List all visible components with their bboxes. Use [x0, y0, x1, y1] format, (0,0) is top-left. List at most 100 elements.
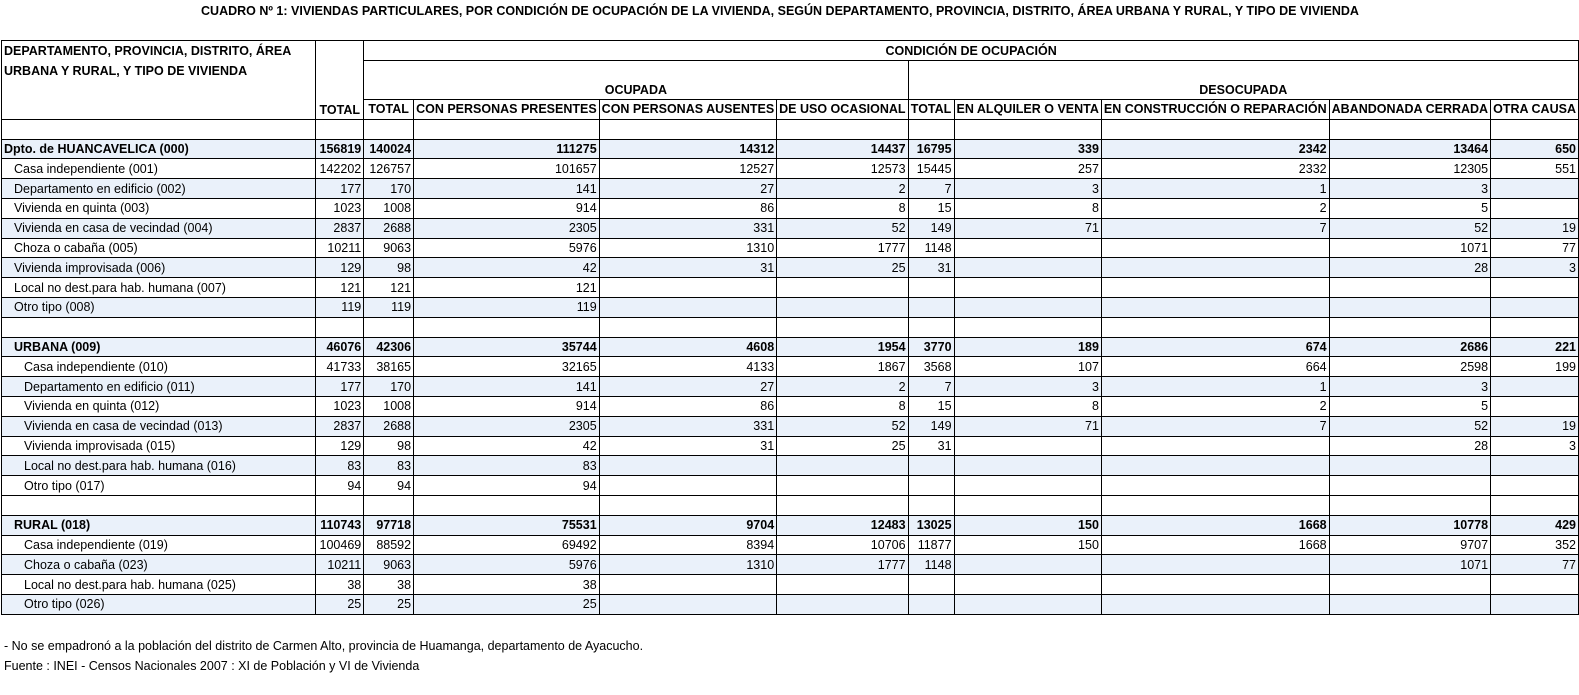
value-cell: 2837	[315, 415, 365, 437]
value-cell: 25	[363, 593, 415, 615]
row-label: Vivienda en quinta (012)	[0, 395, 317, 417]
value-cell: 2	[776, 376, 909, 397]
value-cell: 1148	[907, 554, 955, 576]
value-cell: 25	[776, 435, 909, 457]
empty-cell	[598, 574, 778, 595]
row-label: Casa independiente (010)	[0, 356, 317, 378]
footnote: Fuente : INEI - Censos Nacionales 2007 :…	[4, 659, 420, 673]
value-cell: 150	[953, 534, 1102, 556]
row-label: Vivienda en casa de vecindad (004)	[0, 217, 317, 239]
value-cell: 86	[598, 197, 778, 219]
row-label: Choza o cabaña (023)	[0, 554, 317, 576]
value-cell: 12527	[598, 158, 778, 180]
column-header: DE USO OCASIONAL	[776, 99, 909, 120]
value-cell: 10211	[315, 554, 365, 576]
value-cell: 101657	[413, 158, 600, 180]
value-cell: 9704	[598, 514, 778, 536]
empty-cell	[953, 455, 1102, 477]
value-cell: 46076	[315, 336, 365, 358]
empty-cell	[953, 494, 1102, 516]
empty-cell	[1100, 435, 1330, 457]
value-cell: 121	[363, 277, 415, 298]
column-header: CON PERSONAS AUSENTES	[598, 99, 778, 120]
row-label: Choza o cabaña (005)	[0, 237, 317, 259]
value-cell: 9063	[363, 237, 415, 259]
row-label: RURAL (018)	[0, 514, 317, 536]
empty-cell	[907, 574, 955, 595]
data-row: Vivienda en quinta (012) 1023 1008 914 86 8 15…	[0, 395, 1579, 417]
empty-cell	[907, 277, 955, 298]
empty-cell	[1100, 494, 1330, 516]
column-header: EN ALQUILER O VENTA	[953, 99, 1102, 120]
value-cell: 8	[953, 197, 1102, 219]
value-cell: 71	[953, 415, 1102, 437]
value-cell: 5976	[413, 554, 600, 576]
value-cell: 199	[1490, 356, 1579, 378]
value-cell: 5976	[413, 237, 600, 259]
empty-cell	[598, 475, 778, 496]
value-cell: 914	[413, 395, 600, 417]
value-cell: 25	[315, 593, 365, 615]
empty-cell	[1490, 316, 1579, 338]
value-cell: 664	[1100, 356, 1330, 378]
blank-row	[0, 494, 1579, 516]
group-header: CONDICIÓN DE OCUPACIÓN	[363, 40, 1579, 61]
value-cell: 25	[413, 593, 600, 615]
value-cell: 32165	[413, 356, 600, 378]
data-row: Casa independiente (019) 100469 88592 69492…	[0, 534, 1579, 556]
blank-row	[0, 118, 1579, 140]
table-title: CUADRO Nº 1: VIVIENDAS PARTICULARES, POR…	[201, 4, 1359, 18]
header-row: TOTAL CON PERSONAS PRESENTES CON PERSONAS …	[2, 99, 1579, 120]
header-row: DEPARTAMENTO, PROVINCIA, DISTRITO, ÁREA …	[0, 40, 1579, 120]
value-cell: 83	[315, 455, 365, 477]
value-cell: 141	[413, 376, 600, 397]
empty-cell	[598, 593, 778, 615]
total-row: Dpto. de HUANCAVELICA (000) 156819 140024 1…	[0, 138, 1579, 160]
value-cell: 13025	[907, 514, 955, 536]
empty-cell	[907, 593, 955, 615]
value-cell: 2	[1100, 197, 1330, 219]
empty-cell	[598, 316, 778, 338]
value-cell: 77	[1490, 237, 1579, 259]
value-cell: 3568	[907, 356, 955, 378]
value-cell: 97718	[363, 514, 415, 536]
value-cell: 2686	[1328, 336, 1492, 358]
value-cell: 16795	[907, 138, 955, 160]
empty-cell	[1328, 494, 1492, 516]
value-cell: 31	[907, 435, 955, 457]
row-label: Local no dest.para hab. humana (007)	[0, 277, 317, 298]
value-cell: 189	[953, 336, 1102, 358]
empty-cell	[315, 316, 365, 338]
row-label: Vivienda en casa de vecindad (013)	[0, 415, 317, 437]
value-cell: 10211	[315, 237, 365, 259]
empty-cell	[1328, 593, 1492, 615]
value-cell: 221	[1490, 336, 1579, 358]
value-cell: 142202	[315, 158, 365, 180]
value-cell: 12483	[776, 514, 909, 536]
empty-cell	[1490, 494, 1579, 516]
value-cell: 1668	[1100, 514, 1330, 536]
empty-cell	[413, 118, 600, 140]
empty-cell	[907, 494, 955, 516]
empty-cell	[776, 316, 909, 338]
empty-cell	[953, 435, 1102, 457]
value-cell: 86	[598, 395, 778, 417]
value-cell: 121	[315, 277, 365, 298]
value-cell: 4133	[598, 356, 778, 378]
value-cell: 42	[413, 435, 600, 457]
empty-cell	[1328, 118, 1492, 140]
value-cell: 8394	[598, 534, 778, 556]
row-label: Departamento en edificio (002)	[0, 178, 317, 199]
empty-cell	[1490, 376, 1579, 397]
empty-cell	[1100, 574, 1330, 595]
value-cell: 88592	[363, 534, 415, 556]
value-cell: 19	[1490, 217, 1579, 239]
empty-cell	[907, 475, 955, 496]
table-body: Dpto. de HUANCAVELICA (000) 156819 140024 1…	[0, 118, 1579, 615]
group-header: DESOCUPADA	[907, 60, 1579, 100]
data-row: Local no dest.para hab. humana (016) 83 83…	[0, 455, 1579, 477]
value-cell: 129	[315, 257, 365, 279]
value-cell: 38	[413, 574, 600, 595]
value-cell: 27	[598, 376, 778, 397]
value-cell: 19	[1490, 415, 1579, 437]
